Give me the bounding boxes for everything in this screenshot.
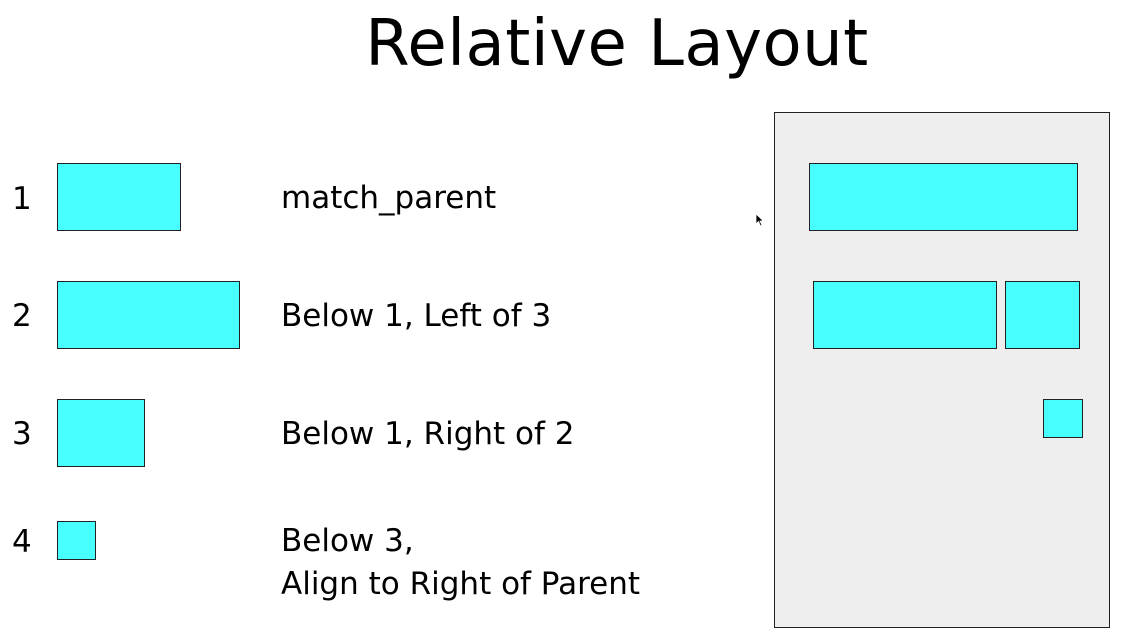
view-4-swatch [57, 521, 96, 560]
mouse-pointer-icon [755, 213, 765, 227]
row-number-3: 3 [12, 416, 32, 452]
view-1-swatch [57, 163, 181, 231]
preview-view-3 [1005, 281, 1080, 349]
row-2-description: Below 1, Left of 3 [281, 298, 552, 334]
row-number-1: 1 [12, 181, 32, 217]
preview-view-4 [1043, 399, 1083, 438]
row-4-description-line-2: Align to Right of Parent [281, 566, 641, 602]
row-3-description: Below 1, Right of 2 [281, 416, 575, 452]
view-3-swatch [57, 399, 145, 467]
slide-title: Relative Layout [365, 7, 869, 81]
row-1-description: match_parent [281, 180, 497, 216]
row-number-4: 4 [12, 524, 32, 560]
parent-layout-preview [774, 112, 1110, 628]
preview-view-2 [813, 281, 997, 349]
row-number-2: 2 [12, 298, 32, 334]
preview-view-1 [809, 163, 1078, 231]
view-2-swatch [57, 281, 240, 349]
row-4-description-line-1: Below 3, [281, 523, 414, 559]
